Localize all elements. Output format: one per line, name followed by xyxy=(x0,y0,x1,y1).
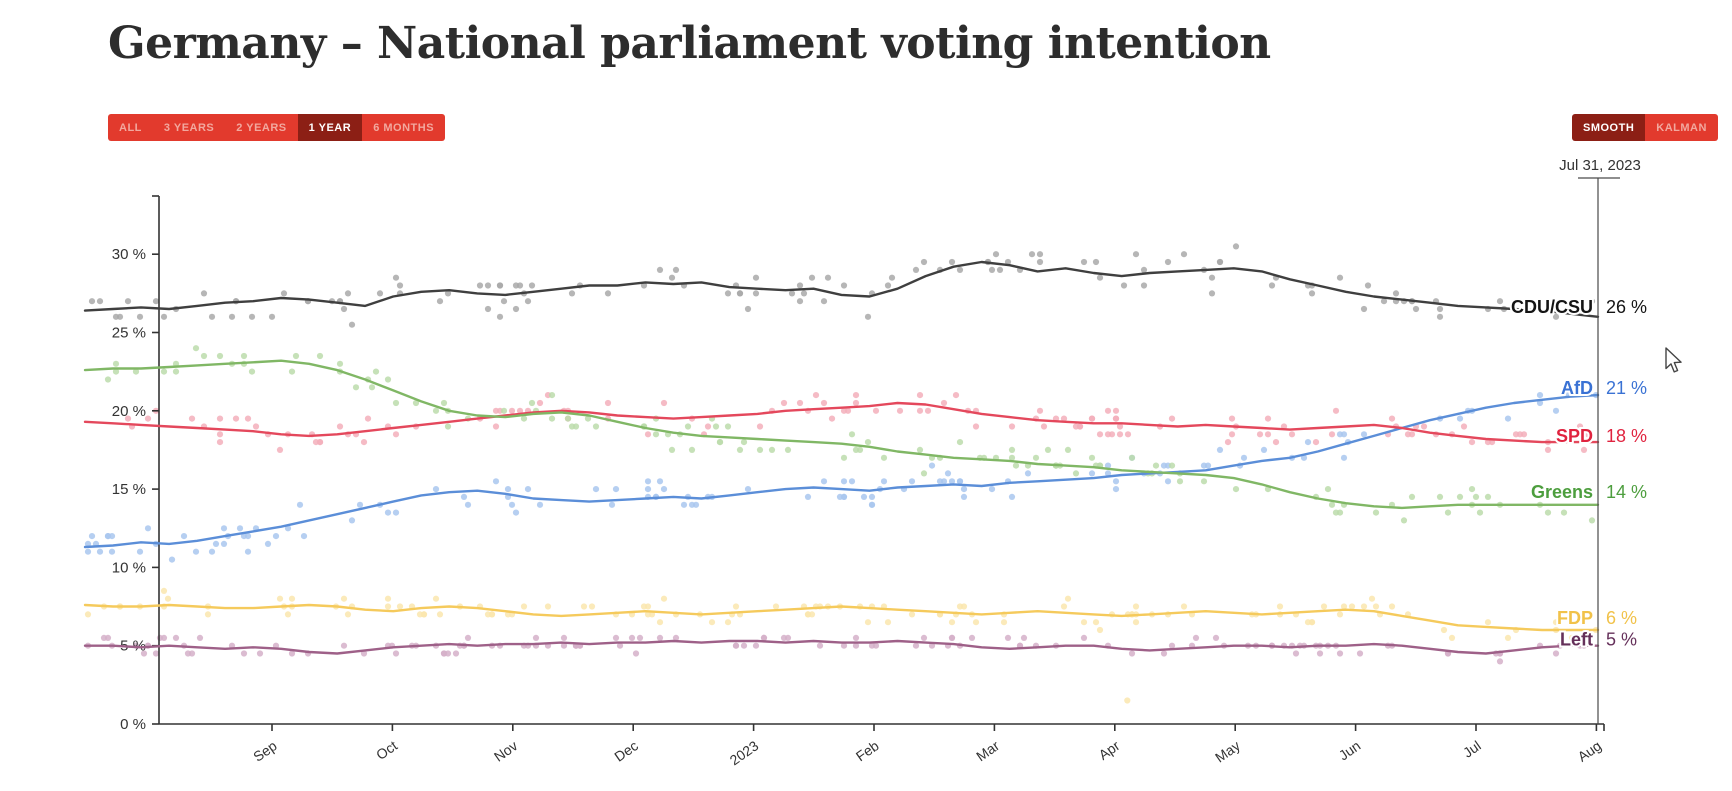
x-tick-label: Apr xyxy=(1095,737,1122,763)
scatter-cdu-csu xyxy=(88,243,1596,328)
mode-button-kalman[interactable]: KALMAN xyxy=(1645,114,1718,141)
x-tick-label: Oct xyxy=(373,737,400,763)
series-value-label-afd: 21 % xyxy=(1606,378,1647,398)
series-value-label-fdp: 6 % xyxy=(1606,608,1637,628)
x-tick-label: Jul xyxy=(1460,737,1484,760)
series-value-label-left: 5 % xyxy=(1606,630,1637,650)
trend-line-cdu-csu xyxy=(83,260,1600,318)
time-range-button-group: ALL 3 YEARS 2 YEARS 1 YEAR 6 MONTHS xyxy=(108,114,446,141)
series-name-label-afd: AfD xyxy=(1561,378,1593,398)
series-value-label-spd: 18 % xyxy=(1606,426,1647,446)
scatter-left xyxy=(84,634,1588,665)
mode-button-smooth[interactable]: SMOOTH xyxy=(1572,114,1646,141)
series-value-label-cdu-csu: 26 % xyxy=(1606,297,1647,317)
y-tick-label: 0 % xyxy=(120,716,146,733)
x-axis-ticks: Sep Oct Nov Dec 2023 Feb Mar Apr May Jun Jul Aug xyxy=(250,724,1604,768)
scatter-afd xyxy=(84,392,1600,563)
mouse-cursor-icon xyxy=(1665,347,1682,373)
y-tick-label: 15 % xyxy=(112,481,146,498)
x-tick-label: May xyxy=(1212,737,1243,765)
range-button-all[interactable]: ALL xyxy=(108,114,153,141)
range-button-3-years[interactable]: 3 YEARS xyxy=(152,114,226,141)
scatter-spd xyxy=(124,392,1592,453)
y-tick-label: 25 % xyxy=(112,325,146,342)
cursor-date-label: Jul 31, 2023 xyxy=(1559,157,1641,174)
x-tick-label: Dec xyxy=(611,737,641,764)
x-tick-label: Aug xyxy=(1575,737,1605,764)
outlier-dot xyxy=(1124,697,1131,704)
trend-line-left xyxy=(83,639,1600,655)
axes xyxy=(152,195,1605,731)
range-button-1-year[interactable]: 1 YEAR xyxy=(297,114,363,141)
trend-line-fdp xyxy=(83,603,1600,632)
series-name-label-greens: Greens xyxy=(1531,482,1593,502)
x-tick-label: Nov xyxy=(491,737,521,764)
y-axis-ticks: 0 %5 %10 %15 %20 %25 %30 % xyxy=(112,246,159,733)
series-name-label-cdu-csu: CDU/CSU xyxy=(1511,297,1593,317)
x-tick-label: Sep xyxy=(250,737,280,765)
range-button-6-months[interactable]: 6 MONTHS xyxy=(362,114,446,141)
poll-scatter-dots xyxy=(84,243,1600,704)
trend-line-afd xyxy=(83,393,1600,549)
x-tick-label: Feb xyxy=(853,737,882,764)
date-crosshair: Jul 31, 2023 xyxy=(1559,157,1641,724)
y-tick-label: 30 % xyxy=(112,246,146,263)
scatter-greens xyxy=(104,345,1596,524)
series-end-labels: CDU/CSU 26 % AfD 21 % SPD 18 % Greens 14 % FDP 6 … xyxy=(1509,295,1649,652)
range-button-2-years[interactable]: 2 YEARS xyxy=(225,114,298,141)
series-value-label-greens: 14 % xyxy=(1606,482,1647,502)
trend-line-spd xyxy=(83,401,1600,444)
x-tick-label: Mar xyxy=(973,737,1002,764)
x-tick-label: 2023 xyxy=(727,737,762,768)
y-tick-label: 10 % xyxy=(112,559,146,576)
series-name-label-left: Left xyxy=(1560,630,1593,650)
trend-line-greens xyxy=(83,359,1600,510)
smoothing-mode-button-group: SMOOTH KALMAN xyxy=(1572,114,1718,141)
x-tick-label: Jun xyxy=(1336,737,1364,763)
page-title: Germany – National parliament voting int… xyxy=(108,18,1271,69)
y-tick-label: 20 % xyxy=(112,403,146,420)
series-name-label-fdp: FDP xyxy=(1557,608,1593,628)
scatter-fdp xyxy=(84,587,1600,642)
series-name-label-spd: SPD xyxy=(1556,426,1593,446)
